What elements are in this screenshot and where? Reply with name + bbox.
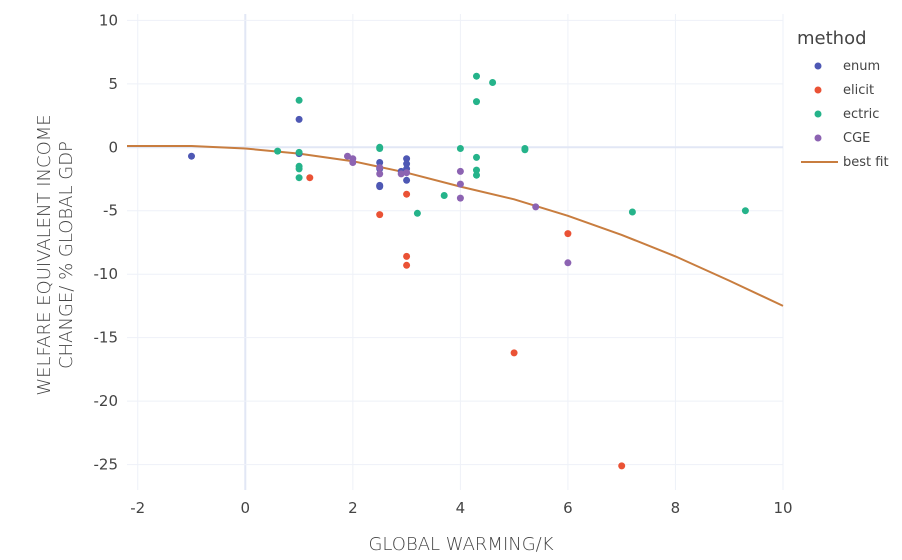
data-point: [440, 192, 448, 199]
data-point: [618, 462, 626, 470]
best-fit-layer: [127, 145, 784, 307]
y-tick-label: -10: [94, 265, 119, 283]
data-point: [473, 98, 480, 106]
legend-item-elicit: elicit: [814, 83, 874, 98]
data-point: [295, 165, 303, 173]
points-layer: [188, 72, 749, 470]
data-point: [403, 155, 411, 163]
data-point: [473, 166, 480, 174]
data-point: [274, 147, 282, 155]
data-point: [403, 176, 411, 184]
legend-marker: [814, 110, 822, 118]
x-tick-label: 0: [241, 499, 251, 517]
data-point: [564, 230, 572, 238]
legend-item-ectric: ectric: [814, 107, 879, 122]
data-point: [403, 190, 411, 198]
series-cge: [344, 152, 572, 267]
data-point: [473, 153, 480, 161]
x-tick-label: 4: [456, 499, 466, 517]
y-tick-label: 0: [108, 138, 118, 156]
data-point: [376, 164, 384, 172]
legend-item-enum: enum: [814, 59, 880, 74]
x-tick-label: -2: [130, 499, 145, 517]
legend-label: elicit: [843, 83, 874, 98]
series-elicit: [306, 174, 626, 470]
data-point: [349, 159, 357, 166]
data-point: [295, 96, 303, 104]
data-point: [532, 203, 540, 211]
data-point: [403, 169, 411, 177]
y-axis-title: WELFARE EQUIVALENT INCOME CHANGE/ % GLOB…: [34, 114, 77, 395]
y-tick-label: -5: [103, 202, 118, 220]
data-point: [295, 174, 303, 182]
y-axis-title-line-1: WELFARE EQUIVALENT INCOME: [34, 114, 55, 395]
data-point: [306, 174, 314, 182]
data-point: [456, 145, 464, 152]
legend-marker: [814, 62, 822, 70]
y-tick-label: -25: [94, 456, 119, 474]
data-point: [376, 170, 384, 178]
data-point: [456, 180, 464, 188]
x-tick-label: 10: [773, 499, 792, 517]
data-point: [510, 349, 518, 357]
data-point: [376, 183, 384, 191]
legend-marker: [814, 134, 822, 142]
x-tick-label: 8: [671, 499, 681, 517]
data-point: [403, 261, 411, 269]
legend-label: enum: [843, 59, 880, 74]
grid: [127, 14, 784, 490]
y-tick-label: 5: [108, 75, 118, 93]
legend-marker: [814, 86, 822, 94]
data-point: [413, 209, 421, 217]
data-point: [473, 171, 480, 179]
y-tick-label: -15: [94, 329, 119, 347]
data-point: [403, 160, 411, 168]
y-tick-label: 10: [99, 11, 118, 29]
data-point: [376, 159, 384, 166]
data-point: [456, 167, 464, 175]
data-point: [397, 170, 405, 178]
legend-item-cge: CGE: [814, 131, 870, 146]
data-point: [403, 252, 411, 260]
x-tick-label: 2: [348, 499, 358, 517]
series-ectric: [274, 72, 749, 217]
data-point: [344, 152, 351, 160]
legend-label: CGE: [843, 131, 870, 146]
data-point: [521, 146, 529, 154]
data-point: [376, 145, 384, 152]
data-point: [376, 211, 384, 219]
x-tick-label: 6: [563, 499, 573, 517]
data-point: [188, 152, 195, 160]
y-tick-label: -20: [94, 392, 119, 410]
data-point: [295, 148, 303, 156]
data-point: [628, 208, 636, 216]
y-axis-title-line-2: CHANGE/ % GLOBAL GDP: [56, 141, 77, 369]
legend-title: method: [797, 28, 867, 49]
data-point: [473, 72, 480, 80]
best-fit-line: [127, 145, 784, 307]
data-point: [741, 207, 749, 215]
x-axis-title: GLOBAL WARMING/K: [368, 534, 553, 555]
data-point: [295, 115, 303, 123]
data-point: [564, 259, 572, 267]
legend-label: best fit: [843, 155, 889, 170]
legend-item-best-fit: best fit: [801, 155, 889, 170]
legend-label: ectric: [843, 107, 879, 122]
data-point: [456, 194, 464, 202]
legend: method enum elicit ectric CGE best fit: [797, 28, 889, 170]
data-point: [489, 79, 497, 86]
